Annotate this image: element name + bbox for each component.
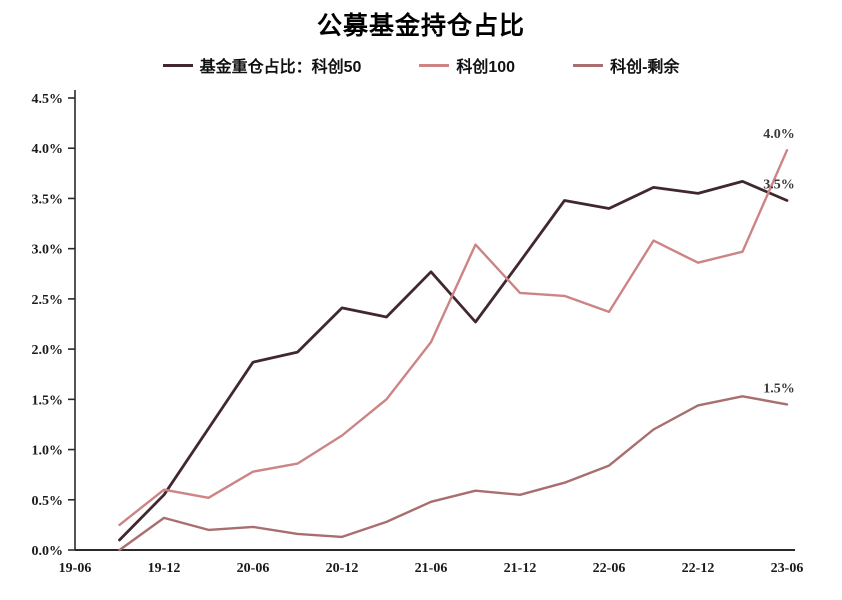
annotation-label: 1.5% — [763, 381, 795, 396]
x-tick-label: 20-06 — [237, 561, 270, 576]
legend-swatch-kcrest — [573, 63, 604, 67]
y-tick-label: 2.0% — [32, 343, 64, 358]
x-tick-label: 20-12 — [326, 561, 359, 576]
y-tick-label: 1.5% — [32, 393, 64, 408]
x-tick-label: 23-06 — [771, 561, 804, 576]
legend-item-kc50: 基金重仓占比：科创50 — [162, 53, 362, 77]
y-tick-label: 4.5% — [32, 92, 64, 107]
y-tick-label: 0.0% — [32, 544, 64, 559]
x-tick-label: 22-06 — [593, 561, 626, 576]
legend-label-kcrest: 科创-剩余 — [610, 59, 680, 76]
series-line-1 — [118, 148, 789, 527]
legend-label-kc100: 科创100 — [456, 59, 516, 76]
legend-label-kc50: 基金重仓占比：科创50 — [199, 59, 362, 76]
annotation-label: 3.5% — [763, 177, 795, 192]
x-tick-label: 21-06 — [415, 561, 448, 576]
y-tick-label: 3.0% — [32, 243, 64, 258]
y-tick-label: 2.5% — [32, 293, 64, 308]
series-line-2 — [118, 395, 789, 552]
x-tick-label: 21-12 — [504, 561, 537, 576]
legend-swatch-kc100 — [419, 63, 450, 67]
y-tick-label: 0.5% — [32, 494, 64, 509]
chart-title: 公募基金持仓占比 — [316, 12, 525, 40]
legend: 基金重仓占比：科创50 科创100 科创-剩余 — [0, 53, 842, 77]
legend-swatch-kc50 — [162, 63, 193, 67]
legend-item-kcrest: 科创-剩余 — [573, 53, 679, 77]
x-tick-label: 22-12 — [682, 561, 715, 576]
y-tick-label: 3.5% — [32, 192, 64, 207]
y-tick-label: 1.0% — [32, 444, 64, 459]
legend-item-kc100: 科创100 — [419, 53, 515, 77]
x-tick-label: 19-06 — [59, 561, 92, 576]
x-tick-label: 19-12 — [148, 561, 181, 576]
annotation-label: 4.0% — [763, 127, 795, 142]
y-tick-label: 4.0% — [32, 142, 64, 157]
series-line-0 — [118, 179, 789, 542]
